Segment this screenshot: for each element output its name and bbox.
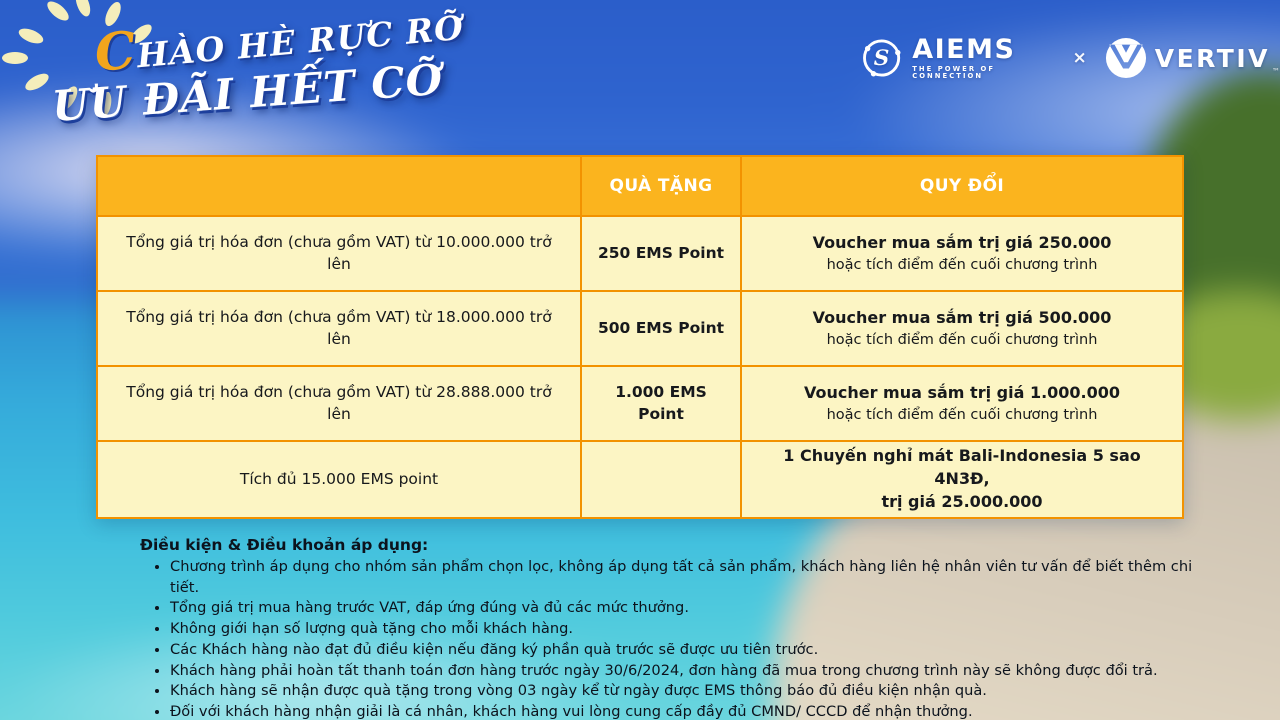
header-cell-gift: QUÀ TẶNG	[582, 157, 742, 217]
reward-title: 1 Chuyến nghỉ mát Bali-Indonesia 5 sao 4…	[783, 446, 1141, 488]
gift-cell: 250 EMS Point	[582, 217, 742, 292]
reward-title: Voucher mua sắm trị giá 250.000	[812, 232, 1112, 252]
sun-ray-icon	[2, 52, 28, 64]
partner-logos: S AIEMS THE POWER OF CONNECTION × VERTIV…	[860, 34, 1280, 82]
aiems-logo: S AIEMS THE POWER OF CONNECTION	[860, 34, 1054, 82]
vertiv-trademark: ™	[1272, 67, 1280, 76]
header-cell-condition	[98, 157, 582, 217]
terms-list: Chương trình áp dụng cho nhóm sản phẩm c…	[140, 557, 1218, 720]
aiems-logo-icon: S	[863, 39, 901, 77]
sun-ray-icon	[22, 70, 52, 94]
collab-x-separator: ×	[1072, 48, 1087, 68]
reward-title: Voucher mua sắm trị giá 500.000	[812, 307, 1112, 327]
reward-note: hoặc tích điểm đến cuối chương trình	[826, 407, 1098, 424]
terms-item: Các Khách hàng nào đạt đủ điều kiện nếu …	[170, 640, 1218, 661]
terms-section: Điều kiện & Điều khoản áp dụng: Chương t…	[140, 536, 1218, 720]
gift-cell	[582, 442, 742, 517]
vertiv-logo: VERTIV ™	[1105, 37, 1280, 79]
table-row: Tổng giá trị hóa đơn (chưa gồm VAT) từ 1…	[98, 217, 1182, 292]
terms-item: Khách hàng phải hoàn tất thanh toán đơn …	[170, 661, 1218, 682]
aiems-tagline: THE POWER OF CONNECTION	[912, 65, 996, 80]
gift-cell: 1.000 EMS Point	[582, 367, 742, 442]
terms-item: Khách hàng sẽ nhận được quà tặng trong v…	[170, 681, 1218, 702]
header-cell-redeem: QUY ĐỔI	[742, 157, 1182, 217]
vertiv-logo-icon	[1105, 37, 1146, 79]
table-row: Tích đủ 15.000 EMS point 1 Chuyến nghỉ m…	[98, 442, 1182, 517]
terms-item: Đối với khách hàng nhận giải là cá nhân,…	[170, 702, 1218, 720]
aiems-logo-text: AIEMS	[912, 34, 1016, 66]
gift-cell: 500 EMS Point	[582, 292, 742, 367]
svg-text:S: S	[874, 46, 890, 71]
terms-item: Chương trình áp dụng cho nhóm sản phẩm c…	[170, 557, 1218, 598]
reward-title: Voucher mua sắm trị giá 1.000.000	[803, 382, 1121, 402]
terms-item: Tổng giá trị mua hàng trước VAT, đáp ứng…	[170, 598, 1218, 619]
terms-item: Không giới hạn số lượng quà tặng cho mỗi…	[170, 619, 1218, 640]
sun-ray-icon	[44, 0, 72, 24]
campaign-title-block: CHÀO HÈ RỰC RỠ ƯU ĐÃI HẾT CỠ	[0, 0, 480, 160]
reward-cell: 1 Chuyến nghỉ mát Bali-Indonesia 5 sao 4…	[742, 442, 1182, 517]
table-row: Tổng giá trị hóa đơn (chưa gồm VAT) từ 2…	[98, 367, 1182, 442]
vertiv-logo-text: VERTIV	[1154, 43, 1270, 73]
reward-cell: Voucher mua sắm trị giá 1.000.000 hoặc t…	[742, 367, 1182, 442]
reward-note: trị giá 25.000.000	[881, 492, 1043, 512]
reward-note: hoặc tích điểm đến cuối chương trình	[826, 332, 1098, 349]
table-header-row: QUÀ TẶNG QUY ĐỔI	[98, 157, 1182, 217]
water-swirl	[0, 610, 640, 720]
table-body: Tổng giá trị hóa đơn (chưa gồm VAT) từ 1…	[98, 217, 1182, 517]
condition-cell: Tổng giá trị hóa đơn (chưa gồm VAT) từ 2…	[98, 367, 582, 442]
terms-heading: Điều kiện & Điều khoản áp dụng:	[140, 536, 429, 554]
rewards-table: QUÀ TẶNG QUY ĐỔI Tổng giá trị hóa đơn (c…	[96, 155, 1184, 519]
reward-cell: Voucher mua sắm trị giá 500.000 hoặc tíc…	[742, 292, 1182, 367]
sun-ray-icon	[72, 0, 94, 19]
reward-cell: Voucher mua sắm trị giá 250.000 hoặc tíc…	[742, 217, 1182, 292]
condition-cell: Tổng giá trị hóa đơn (chưa gồm VAT) từ 1…	[98, 292, 582, 367]
reward-note: hoặc tích điểm đến cuối chương trình	[826, 257, 1098, 274]
condition-cell: Tổng giá trị hóa đơn (chưa gồm VAT) từ 1…	[98, 217, 582, 292]
table-row: Tổng giá trị hóa đơn (chưa gồm VAT) từ 1…	[98, 292, 1182, 367]
sun-ray-icon	[16, 25, 46, 47]
condition-cell: Tích đủ 15.000 EMS point	[98, 442, 582, 517]
